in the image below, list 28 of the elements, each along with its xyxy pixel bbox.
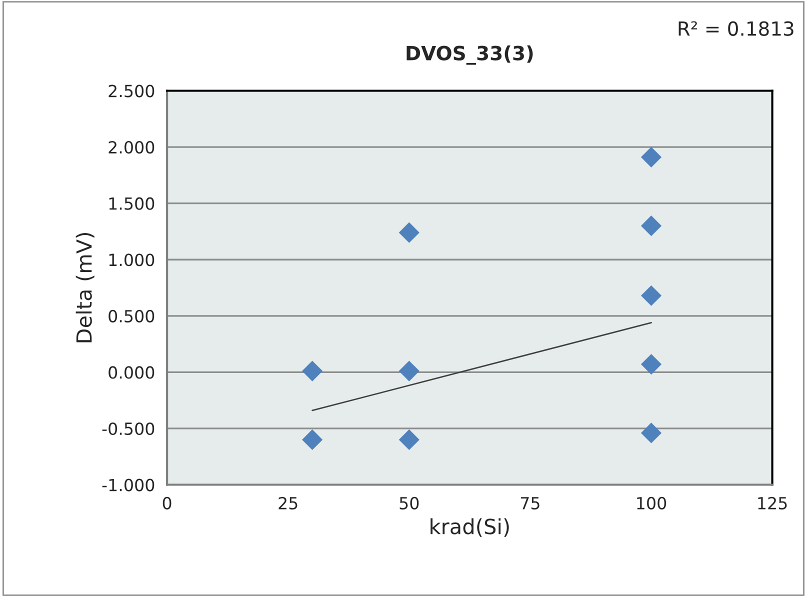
point	[640, 216, 662, 236]
x-tick-label: 100	[637, 496, 666, 510]
x-tick-label: 0	[162, 496, 172, 510]
x-tick-label: 25	[278, 496, 298, 510]
point	[302, 429, 323, 450]
x-axis-title: krad(Si)	[430, 518, 509, 537]
y-tick-label: 1.000	[109, 254, 154, 266]
y-tick-label: -0.500	[102, 422, 154, 436]
y-tick-label: 0.000	[108, 366, 154, 379]
point	[398, 429, 420, 450]
chart-title: DVOS_33(3)	[406, 45, 533, 65]
point	[302, 360, 323, 382]
y-tick-label: 2.000	[108, 140, 154, 154]
point	[640, 285, 662, 306]
text: R² = 0.1813	[678, 21, 794, 36]
point	[398, 222, 420, 243]
point	[640, 146, 662, 168]
x-tick-label: 125	[758, 496, 787, 510]
x-tick-label: 75	[520, 497, 540, 510]
point	[640, 422, 662, 444]
x-tick-label: 50	[400, 496, 419, 510]
y-tick-label: 2.500	[108, 84, 154, 98]
y-axis-title: Delta (mV)	[76, 233, 94, 342]
y-tick-label: 0.500	[108, 310, 154, 322]
y-tick-label: -1.000	[102, 478, 154, 492]
point	[640, 354, 662, 375]
point	[398, 360, 420, 382]
y-tick-label: 1.500	[109, 197, 154, 210]
